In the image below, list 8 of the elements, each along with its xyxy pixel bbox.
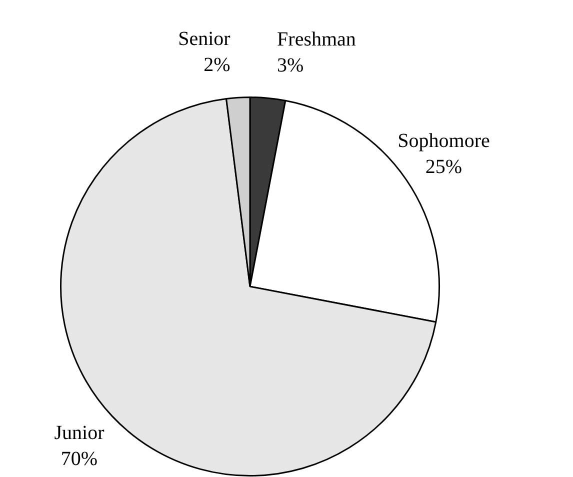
- data-label: 3%: [277, 54, 304, 77]
- data-label: 70%: [60, 448, 98, 470]
- slice-label: Freshman: [277, 28, 356, 51]
- data-label: 25%: [425, 156, 462, 178]
- slice-label: Senior: [178, 28, 231, 50]
- slice-label: Junior: [54, 422, 105, 444]
- data-label: 2%: [204, 54, 230, 76]
- slice-label: Sophomore: [398, 130, 490, 152]
